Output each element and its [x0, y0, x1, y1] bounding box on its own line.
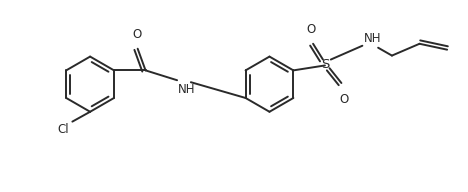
Text: NH: NH	[364, 32, 382, 45]
Text: Cl: Cl	[58, 123, 69, 136]
Text: NH: NH	[178, 83, 196, 96]
Text: O: O	[132, 28, 141, 41]
Text: S: S	[321, 58, 329, 71]
Text: O: O	[307, 23, 316, 36]
Text: O: O	[339, 93, 348, 106]
